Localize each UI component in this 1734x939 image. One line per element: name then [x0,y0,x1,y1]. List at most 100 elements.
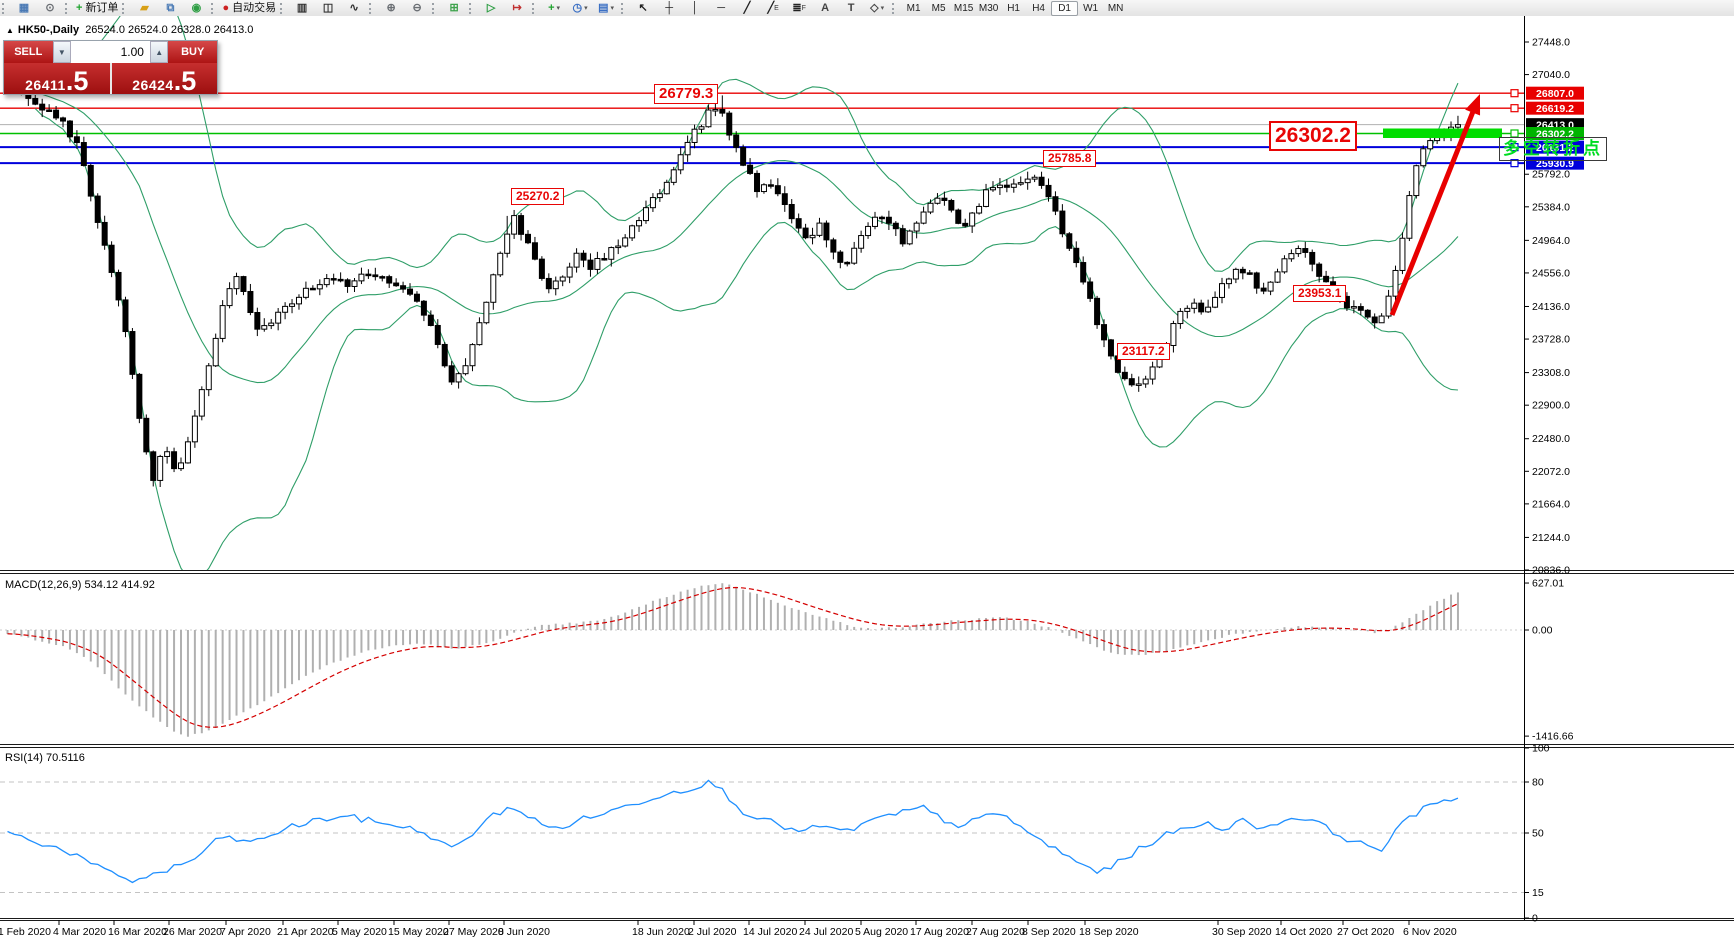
horizontal-level-lines[interactable] [0,92,1524,165]
timeframe-h1[interactable]: H1 [1007,2,1020,14]
templates-icon[interactable]: ▤ ▾ [593,1,619,15]
volume-input[interactable]: 1.00 [71,41,150,63]
buy-button[interactable]: BUY [168,41,217,63]
sell-price-big-digit: .5 [65,66,89,96]
tile-windows-icon: ⊞ [449,1,459,14]
rsi-line [7,779,1459,884]
line-chart-icon[interactable]: ∿ [341,1,367,15]
auto-scroll-icon[interactable]: ↦ [504,1,530,15]
line-handle[interactable] [1510,129,1519,138]
cursor-icon: ↖ [638,1,648,14]
svg-text:17 Aug 2020: 17 Aug 2020 [910,926,969,938]
line-handle[interactable] [1510,89,1519,98]
indicators-icon[interactable]: + ▾ [541,1,567,15]
trend-arrow[interactable] [1389,106,1478,316]
price-callout-25785.8[interactable]: 25785.8 [1043,150,1097,167]
svg-text:27448.0: 27448.0 [1532,36,1570,48]
indicators-icon-dropdown[interactable]: ▾ [556,4,561,12]
chart-shift-icon[interactable]: ▷ [478,1,504,15]
timeframe-m1[interactable]: M1 [906,2,921,14]
svg-text:27 May 2020: 27 May 2020 [443,926,504,938]
toolbar-group-handle[interactable] [892,2,899,14]
toolbar-group-handle[interactable] [211,2,218,14]
bb-upper [35,16,1459,272]
price-callout-25270.2[interactable]: 25270.2 [511,188,565,205]
market-watch-icon[interactable]: ⊙ [37,1,63,15]
timeframe-m30[interactable]: M30 [978,2,999,14]
periods-icon[interactable]: ◷ ▾ [567,1,593,15]
new-order-button[interactable]: + 新订单 [74,1,120,15]
toolbar-group-handle[interactable] [432,2,439,14]
zoom-in-icon[interactable]: ⊕ [378,1,404,15]
svg-text:24136.0: 24136.0 [1532,301,1570,313]
timeframe-d1[interactable]: D1 [1051,0,1079,16]
toolbar-group-handle[interactable] [280,2,287,14]
toolbar-group-handle[interactable] [2,2,9,14]
volume-decrease-button[interactable]: ▼ [52,41,72,63]
cursor-icon[interactable]: ↖ [630,1,656,15]
vertical-line-icon: │ [691,1,699,14]
templates-icon-dropdown[interactable]: ▾ [610,4,615,12]
toolbar-group-handle[interactable] [65,2,72,14]
toolbar-group-handle[interactable] [621,2,628,14]
sell-price-button[interactable]: 26411 .5 [4,63,112,96]
svg-text:5 Aug 2020: 5 Aug 2020 [855,926,908,938]
signal-icon[interactable]: ◉ [183,1,209,15]
collapse-icon[interactable]: ▲ [6,26,14,35]
line-handle[interactable] [1510,143,1519,152]
styles-icon[interactable]: ▰ [131,1,157,15]
channel-icon[interactable]: ╱ E [760,1,786,15]
timeframe-m5[interactable]: M5 [931,2,946,14]
price-callout-23117.2[interactable]: 23117.2 [1117,343,1170,360]
svg-text:24 Jul 2020: 24 Jul 2020 [799,926,853,938]
line-handle[interactable] [1510,159,1519,168]
bb-middle [35,90,1459,384]
timeframe-w1[interactable]: W1 [1083,2,1099,14]
vertical-line-icon[interactable]: │ [682,1,708,15]
timeframe-h4[interactable]: H4 [1032,2,1045,14]
price-chart: 27448.0 27040.0 25792.0 25384.0 24964.0 24556… [0,16,1734,938]
periods-icon-dropdown[interactable]: ▾ [584,4,588,12]
fibonacci-icon[interactable]: ≣ F [786,1,812,15]
toolbar-group-handle[interactable] [369,2,376,14]
macd-histogram [6,583,1459,737]
text-label-icon: T [847,1,855,14]
zoom-out-icon[interactable]: ⊖ [404,1,430,15]
svg-text:100: 100 [1532,743,1550,755]
toolbar-group-handle[interactable] [532,2,539,14]
price-callout-26779.3[interactable]: 26779.3 [654,84,719,105]
horizontal-line-icon[interactable]: ─ [708,1,734,15]
line-handle[interactable] [1510,104,1519,113]
channel-icon-sub: E [774,4,779,12]
sell-button[interactable]: SELL [4,41,53,63]
chart-window-icon[interactable]: ▦ [11,1,37,15]
one-click-trading-widget: SELL ▼ 1.00 ▲ BUY 26411 .5 26424 .5 [3,40,218,95]
text-icon[interactable]: A [812,1,838,15]
price-axis[interactable]: 27448.0 27040.0 25792.0 25384.0 24964.0 24556… [1510,36,1584,925]
bar-chart-icon[interactable]: ▥ [289,1,315,15]
buy-price-main: 26424 [132,77,174,93]
shapes-icon-dropdown[interactable]: ▾ [880,4,885,12]
toolbar-group-handle[interactable] [122,2,129,14]
tile-windows-icon[interactable]: ⊞ [441,1,467,15]
crosshair-icon[interactable]: ┼ [656,1,682,15]
svg-text:21664.0: 21664.0 [1532,498,1570,510]
pane-separators[interactable] [0,570,1734,921]
text-label-icon[interactable]: T [838,1,864,15]
price-callout-26302.2[interactable]: 26302.2 [1269,121,1357,151]
autotrading-button[interactable]: ● 自动交易 [220,1,278,15]
volume-increase-button[interactable]: ▲ [149,41,169,63]
shapes-icon[interactable]: ◇ ▾ [864,1,890,15]
svg-text:22480.0: 22480.0 [1532,433,1570,445]
price-callout-23953.1[interactable]: 23953.1 [1293,285,1347,302]
timeframe-m15[interactable]: M15 [953,2,974,14]
new-window-icon[interactable]: ⧉ [157,1,183,15]
candlestick-chart-icon[interactable]: ◫ [315,1,341,15]
bull-bear-turning-point-label[interactable]: 多空转折点 [1499,137,1607,161]
support-highlight-bar[interactable] [1383,128,1502,139]
trendline-icon[interactable]: ╱ [734,1,760,15]
buy-price-button[interactable]: 26424 .5 [111,63,217,95]
toolbar-group-handle[interactable] [469,2,476,14]
timeframe-mn[interactable]: MN [1107,2,1124,14]
